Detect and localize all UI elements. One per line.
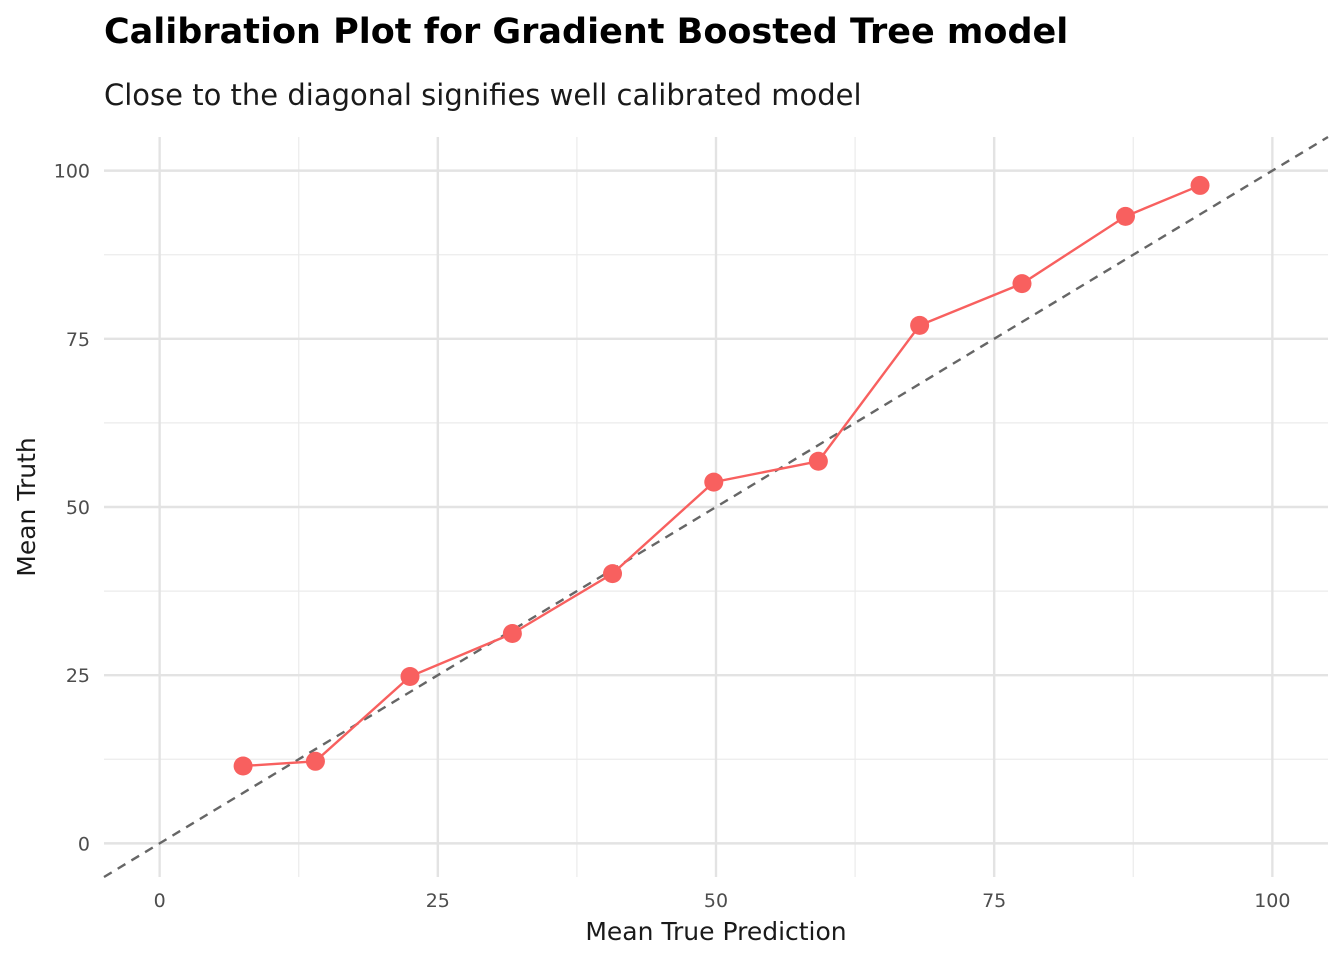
major-gridlines [104, 137, 1328, 877]
y-tick-label: 25 [66, 665, 90, 687]
data-point [1190, 175, 1210, 195]
data-point [910, 315, 930, 335]
data-point [1115, 206, 1135, 226]
data-point [400, 667, 420, 687]
y-tick-label: 100 [54, 161, 90, 183]
x-tick-labels: 0 25 50 75 100 [154, 890, 1291, 912]
data-point [808, 451, 828, 471]
chart-title: Calibration Plot for Gradient Boosted Tr… [104, 12, 1069, 52]
y-tick-label: 75 [66, 329, 90, 351]
series-line [243, 184, 1201, 768]
data-point [704, 472, 724, 492]
x-tick-label: 50 [704, 890, 728, 912]
y-tick-label: 0 [78, 833, 90, 855]
data-point [502, 623, 522, 643]
reference-layer [103, 135, 1329, 879]
data-point [603, 564, 623, 584]
x-tick-label: 25 [426, 890, 450, 912]
data-point [1012, 274, 1032, 294]
series-layer [233, 175, 1210, 776]
y-tick-labels: 0 25 50 75 100 [54, 161, 90, 856]
x-tick-label: 100 [1254, 890, 1290, 912]
x-tick-label: 0 [154, 890, 166, 912]
x-axis-title: Mean True Prediction [585, 917, 846, 946]
y-tick-label: 50 [66, 497, 90, 519]
data-point [305, 751, 325, 771]
chart-subtitle: Close to the diagonal signifies well cal… [104, 78, 862, 112]
x-tick-label: 75 [982, 890, 1006, 912]
data-point [233, 756, 253, 776]
y-axis-title: Mean Truth [12, 437, 41, 576]
diagonal-reference-line [103, 135, 1329, 879]
